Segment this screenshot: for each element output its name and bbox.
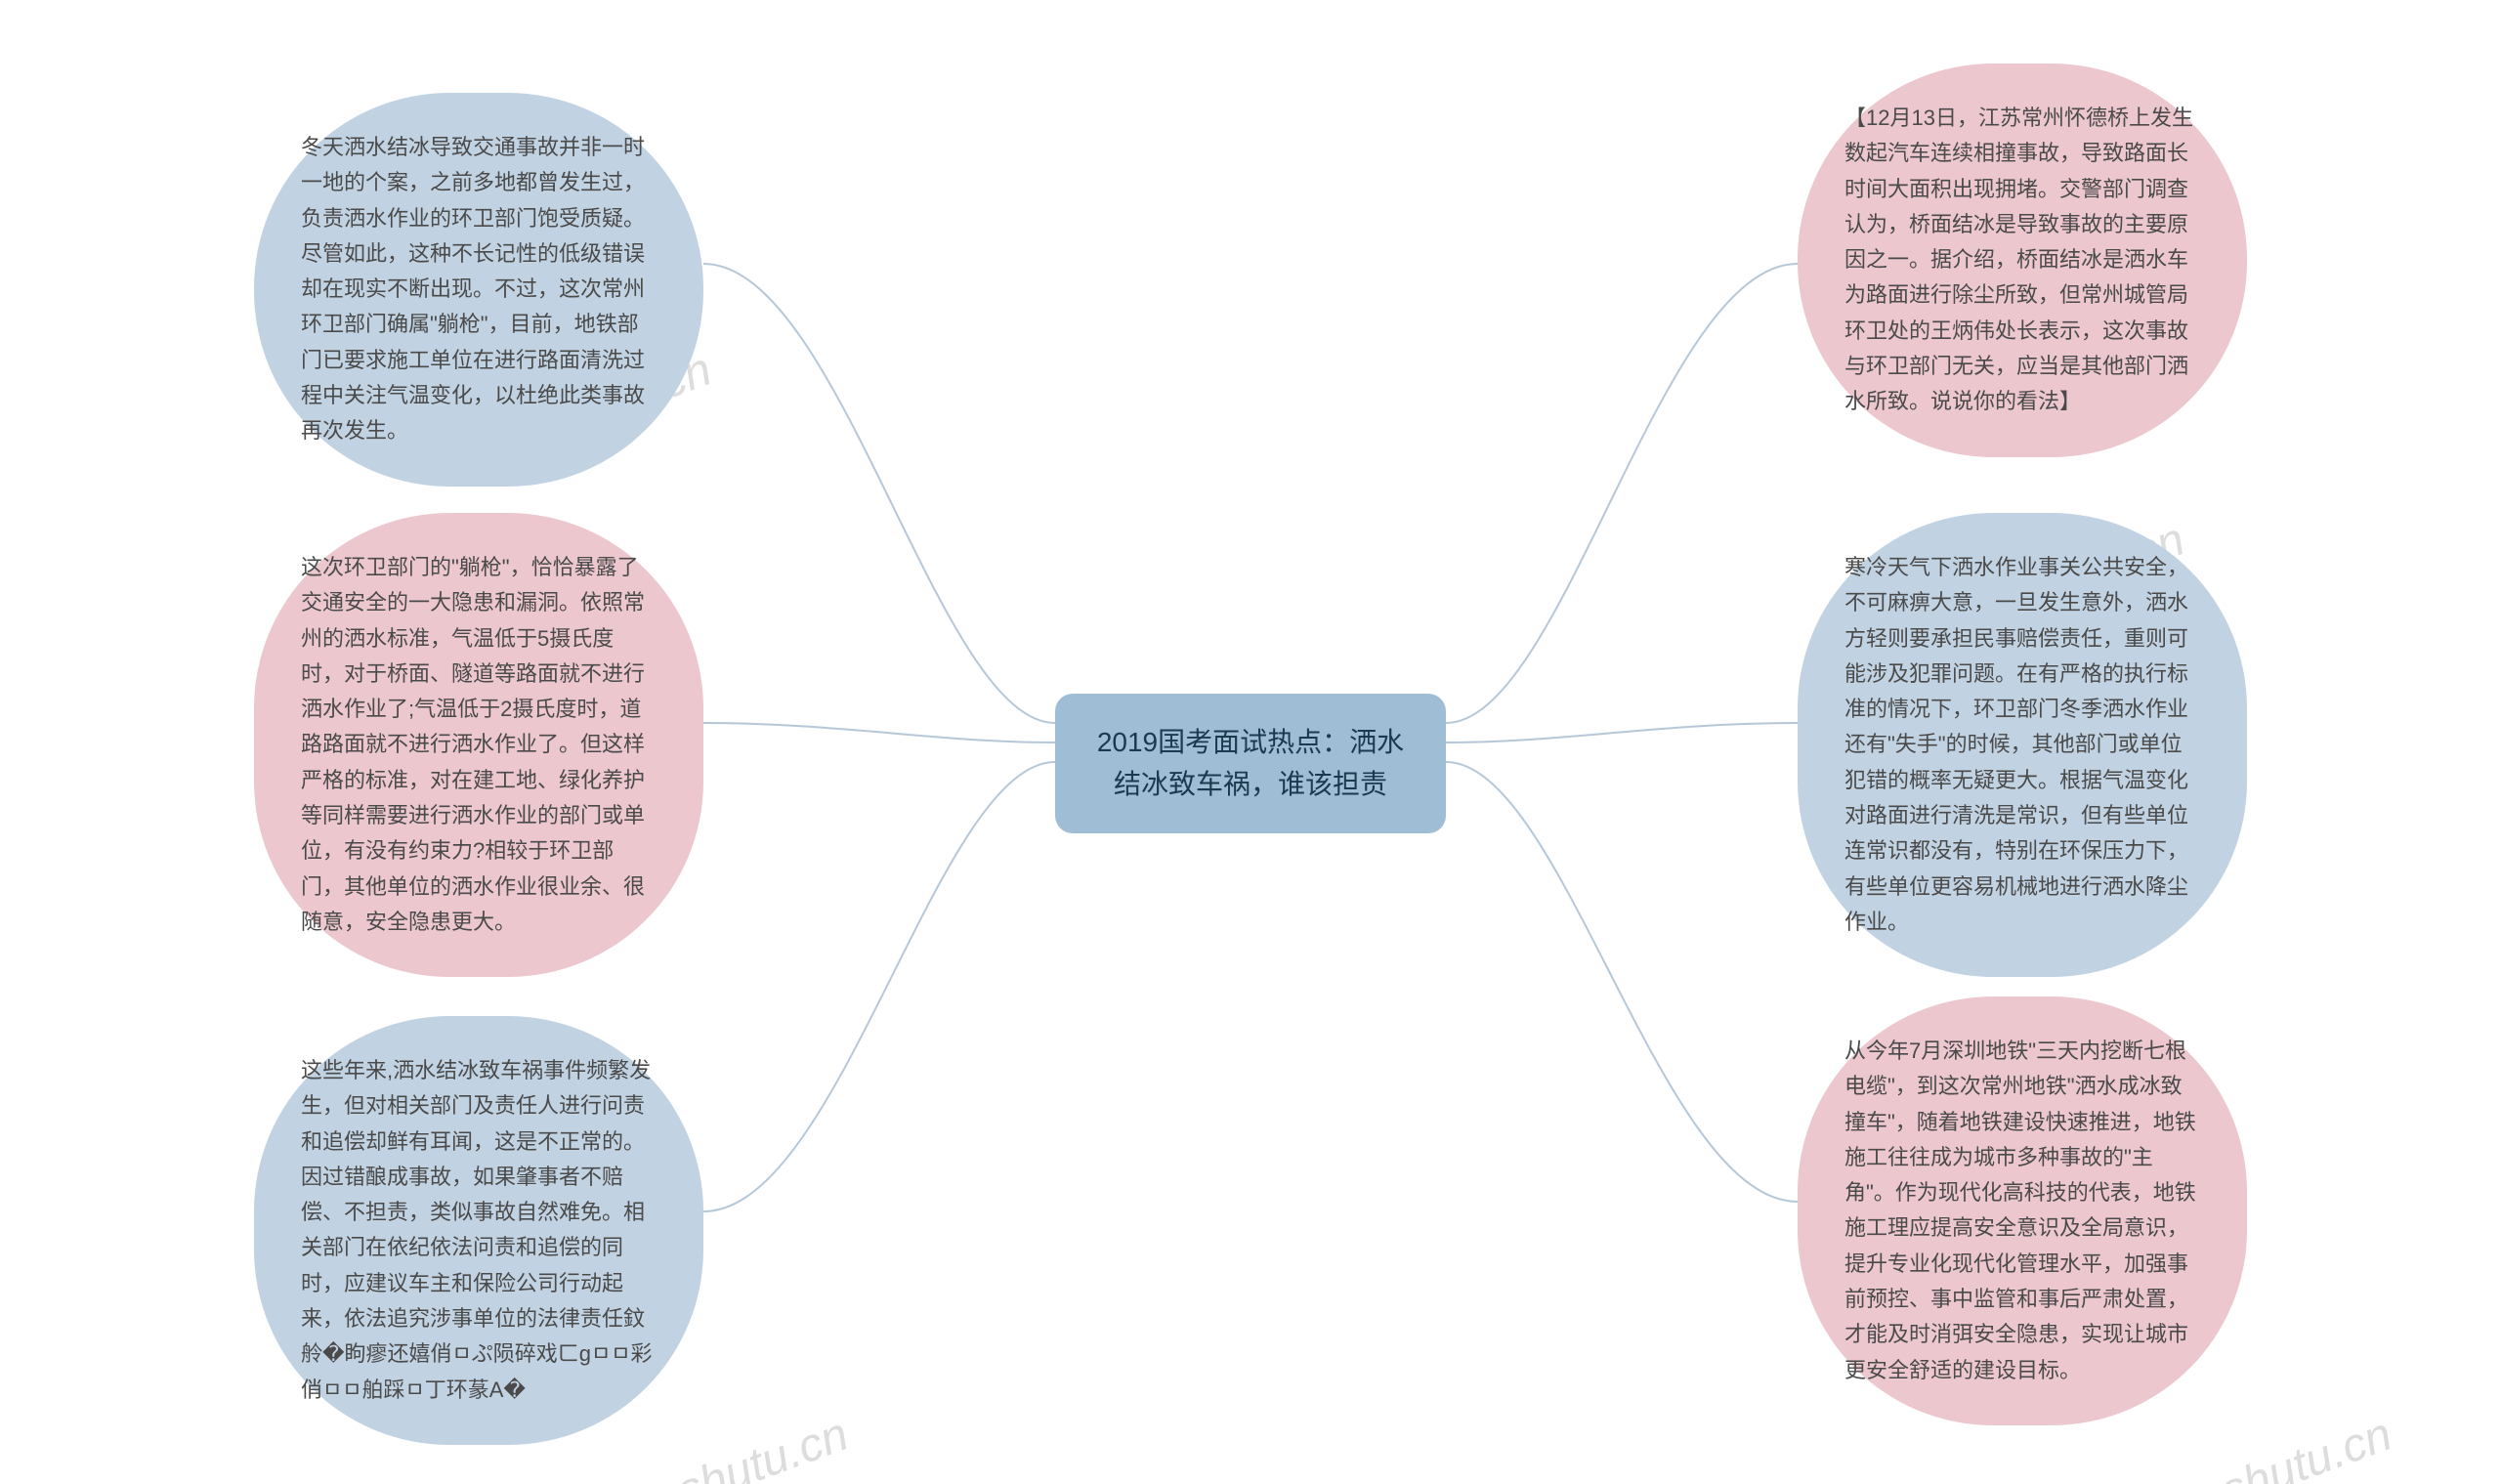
leaf-left-1: 冬天洒水结冰导致交通事故并非一时一地的个案，之前多地都曾发生过，负责洒水作业的环… bbox=[254, 93, 703, 487]
leaf-right-1: 【12月13日，江苏常州怀德桥上发生数起汽车连续相撞事故，导致路面长时间大面积出… bbox=[1798, 64, 2247, 457]
center-topic: 2019国考面试热点：洒水结冰致车祸，谁该担责 bbox=[1055, 694, 1446, 833]
leaf-right-3: 从今年7月深圳地铁"三天内挖断七根电缆"，到这次常州地铁"洒水成冰致撞车"，随着… bbox=[1798, 996, 2247, 1425]
watermark: shutu.cn bbox=[2214, 1408, 2398, 1484]
leaf-right-2: 寒冷天气下洒水作业事关公共安全，不可麻痹大意，一旦发生意外，洒水方轻则要承担民事… bbox=[1798, 513, 2247, 977]
leaf-left-2: 这次环卫部门的"躺枪"，恰恰暴露了交通安全的一大隐患和漏洞。依照常州的洒水标准，… bbox=[254, 513, 703, 977]
watermark: shutu.cn bbox=[670, 1408, 855, 1484]
leaf-left-3: 这些年来,洒水结冰致车祸事件频繁发生，但对相关部门及责任人进行问责和追偿却鲜有耳… bbox=[254, 1016, 703, 1445]
